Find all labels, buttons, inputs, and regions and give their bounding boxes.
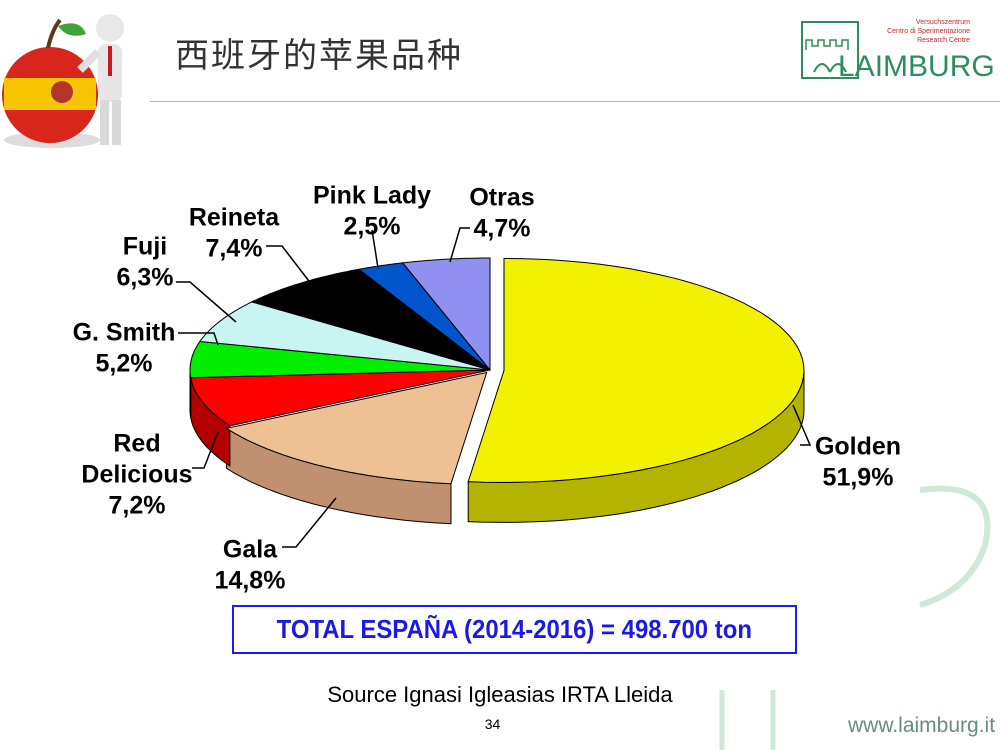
pie-slice-7 xyxy=(401,257,491,372)
apple-mascot-image xyxy=(2,14,124,148)
logo-line-2: Centro di Sperimentazione xyxy=(887,28,970,35)
total-box: TOTAL ESPAÑA (2014-2016) = 498.700 ton xyxy=(232,605,797,654)
logo-line-3: Research Centre xyxy=(917,37,970,44)
laimburg-logo xyxy=(801,21,859,79)
logo-subtitle: Versuchszentrum Centro di Sperimentazion… xyxy=(887,18,970,45)
slice-value-label-3: 5,2% xyxy=(96,350,153,378)
slice-name-label-6: Pink Lady xyxy=(313,182,431,210)
page-title: 西班牙的苹果品种 xyxy=(175,36,463,76)
leader-line-5 xyxy=(266,245,313,286)
leader-line-2 xyxy=(192,431,219,469)
slice-name-label-5: Reineta xyxy=(189,204,280,232)
logo-line-1: Versuchszentrum xyxy=(915,19,970,26)
slice-value-label-1: 14,8% xyxy=(215,567,286,595)
leader-line-7 xyxy=(449,227,470,263)
slice-name-label-1: Gala xyxy=(223,536,278,564)
slice-value-label-4: 6,3% xyxy=(117,264,174,292)
total-production-text: TOTAL ESPAÑA (2014-2016) = 498.700 ton xyxy=(276,614,753,644)
slice-name-label-3: G. Smith xyxy=(73,319,176,347)
pie-slice-3 xyxy=(189,340,491,379)
header-divider xyxy=(150,101,1000,102)
slice-value-label-2: 7,2% xyxy=(109,492,166,520)
leader-line-3 xyxy=(178,332,219,346)
leader-line-0 xyxy=(792,404,812,446)
source-note: Source Ignasi Igleasias IRTA Lleida xyxy=(327,682,673,707)
pie-slice-6 xyxy=(357,262,491,371)
page-number: 34 xyxy=(484,716,501,732)
slice-value-label-6: 2,5% xyxy=(344,213,401,241)
slice-name-label-2: Delicious xyxy=(81,461,192,489)
slice-value-label-5: 7,4% xyxy=(206,235,263,263)
pie-slice-5 xyxy=(250,268,491,371)
pie-slice-4 xyxy=(198,301,491,371)
slice-name-label-4: Fuji xyxy=(123,233,167,261)
footer-url: www.laimburg.it xyxy=(848,714,996,737)
leader-line-4 xyxy=(176,281,237,323)
slice-name-label-2: Red xyxy=(113,430,160,458)
pie-slice-0 xyxy=(467,257,805,483)
leader-line-6 xyxy=(371,229,379,269)
slice-name-label-7: Otras xyxy=(469,184,534,212)
pie-slice-1 xyxy=(225,371,488,485)
slice-name-label-0: Golden xyxy=(815,433,901,461)
pie-slice-2 xyxy=(190,369,491,427)
logo-wordmark: LAIMBURG xyxy=(838,50,995,83)
slice-value-label-7: 4,7% xyxy=(474,215,531,243)
leader-line-1 xyxy=(282,497,337,548)
slice-value-label-0: 51,9% xyxy=(823,464,894,492)
